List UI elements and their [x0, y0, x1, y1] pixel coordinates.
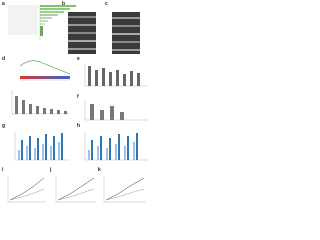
panel-label: g: [2, 123, 5, 129]
panel-label: f: [77, 94, 79, 100]
panel-a-graphic: [8, 4, 76, 40]
panel-k-graphic: [103, 176, 146, 203]
panel-c-graphic: [112, 12, 140, 54]
panel-j-graphic: [55, 176, 96, 203]
panel-label: h: [77, 123, 80, 129]
figure: a b c d e f g h i j k: [2, 1, 148, 203]
panel-i-graphic: [7, 176, 46, 203]
panel-label: k: [98, 167, 101, 173]
panel-b-graphic: [68, 12, 96, 54]
panel-e-graphic: [84, 64, 148, 87]
panel-g-graphic: [14, 132, 70, 161]
panel-label: d: [2, 56, 5, 62]
panel-label: i: [2, 167, 4, 173]
panel-label: b: [62, 1, 65, 7]
panel-label: a: [2, 1, 5, 7]
panel-label: c: [105, 1, 108, 7]
panel-label: e: [77, 56, 80, 62]
bar-chart-graphic: [11, 90, 70, 115]
panel-label: j: [49, 167, 52, 173]
panel-f-graphic: [84, 100, 148, 121]
panel-d-graphic: [19, 60, 71, 81]
panel-h-graphic: [84, 132, 148, 161]
